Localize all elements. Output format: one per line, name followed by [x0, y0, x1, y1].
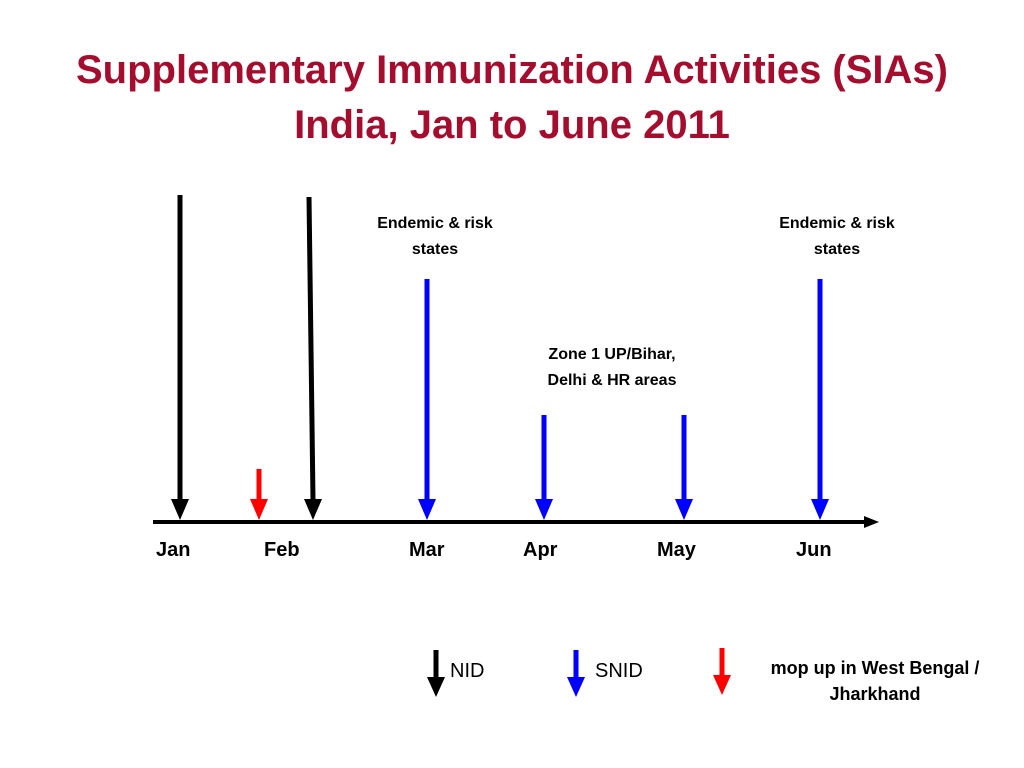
legend-mop-up-label: mop up in West Bengal / Jharkhand	[735, 655, 1015, 707]
legend-mop-up-line-1: mop up in West Bengal /	[770, 658, 980, 678]
annotation-mar: Endemic & risk states	[345, 211, 525, 263]
annotation-mar-line-1: Endemic & risk	[377, 215, 493, 232]
mop-up-arrow	[250, 469, 268, 520]
annotation-jun: Endemic & risk states	[747, 211, 927, 263]
title-line-1: Supplementary Immunization Activities (S…	[75, 48, 948, 92]
annotation-jun-line-1: Endemic & risk	[779, 215, 895, 232]
snid-arrow-jun	[811, 279, 829, 520]
legend-nid-label: NID	[450, 660, 485, 682]
nid-arrow-feb	[304, 196, 322, 520]
month-label-may: May	[657, 539, 696, 561]
month-label-feb: Feb	[264, 539, 300, 561]
annotation-apr-may-line-2: Delhi & HR areas	[547, 372, 677, 389]
month-label-jan: Jan	[156, 539, 191, 561]
annotation-mar-line-2: states	[411, 241, 459, 258]
title-line-2: India, Jan to June 2011	[294, 103, 730, 147]
annotation-apr-may: Zone 1 UP/Bihar, Delhi & HR areas	[512, 342, 712, 394]
nid-arrow-jan	[171, 195, 189, 520]
snid-arrow-may	[675, 415, 693, 520]
legend-mop-up-arrow	[713, 648, 731, 695]
month-label-apr: Apr	[523, 539, 558, 561]
month-label-jun: Jun	[796, 539, 832, 561]
legend-snid-label: SNID	[595, 660, 643, 682]
month-label-mar: Mar	[409, 539, 445, 561]
snid-arrow-apr	[535, 415, 553, 520]
legend-mop-up-line-2: Jharkhand	[829, 684, 921, 704]
timeline-axis-arrowhead	[864, 516, 879, 528]
snid-arrow-mar	[418, 279, 436, 520]
legend-nid-arrow	[427, 650, 445, 697]
legend-snid-arrow	[567, 650, 585, 697]
annotation-apr-may-line-1: Zone 1 UP/Bihar,	[548, 346, 676, 363]
annotation-jun-line-2: states	[813, 241, 861, 258]
